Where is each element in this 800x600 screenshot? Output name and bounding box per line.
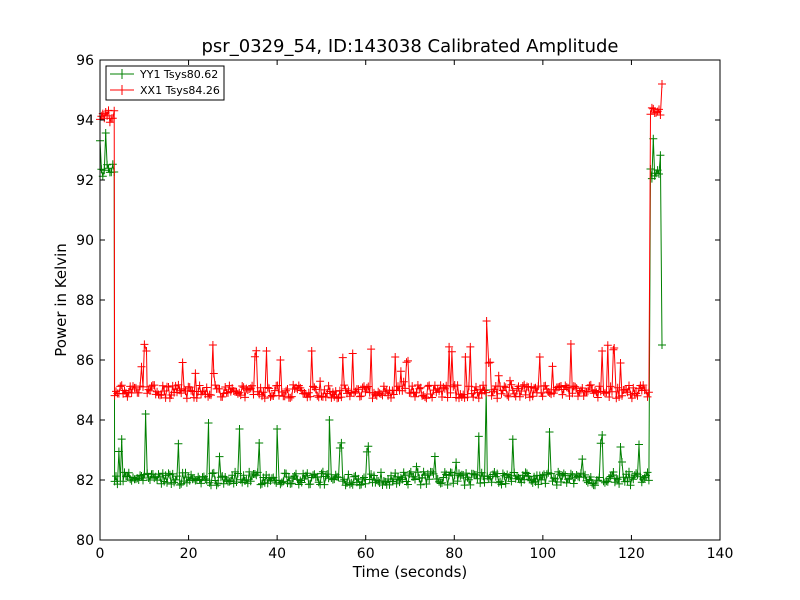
y-tick-label: 86 [76,353,94,369]
x-tick-label: 100 [529,546,556,562]
legend-label-xx1: XX1 Tsys84.26 [140,84,220,97]
y-axis-label: Power in Kelvin [52,243,70,357]
y-tick-label: 84 [76,413,94,429]
y-tick-label: 88 [76,293,94,309]
x-tick-label: 120 [618,546,645,562]
chart-title: psr_0329_54, ID:143038 Calibrated Amplit… [201,36,618,57]
plot-data [96,80,666,490]
x-tick-label: 140 [707,546,734,562]
y-tick-label: 82 [76,473,94,489]
x-tick-label: 0 [96,546,105,562]
plot-frame [99,59,721,541]
x-tick-label: 40 [268,546,286,562]
x-tick-label: 60 [357,546,375,562]
axis-ticks: 0 20 40 60 80 100 120 140 80 82 84 86 88 90 92 94 96 [76,53,733,562]
y-tick-label: 94 [76,113,94,129]
x-axis-label: Time (seconds) [352,563,468,581]
x-tick-label: 20 [180,546,198,562]
legend-label-yy1: YY1 Tsys80.62 [139,68,218,81]
y-tick-label: 90 [76,233,94,249]
y-tick-label: 80 [76,533,94,549]
y-tick-label: 96 [76,53,94,69]
y-tick-label: 92 [76,173,94,189]
x-tick-label: 80 [445,546,463,562]
legend-box [105,65,225,101]
legend: YY1 Tsys80.62 XX1 Tsys84.26 [105,65,225,101]
